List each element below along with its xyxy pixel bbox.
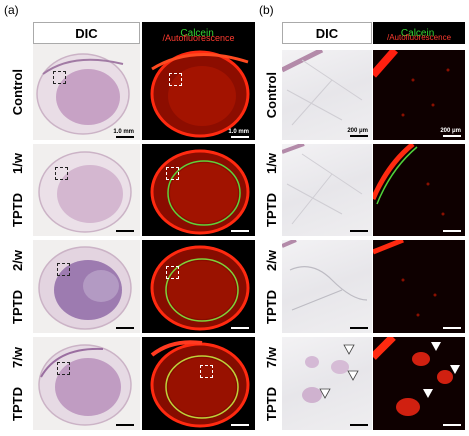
slash-label: / xyxy=(386,33,390,42)
autofluorescence-label: Autofluorescence xyxy=(164,33,235,43)
dic-zoom-1w xyxy=(282,144,372,236)
scale-bar xyxy=(443,135,461,137)
zoom-region-box xyxy=(200,365,213,378)
calcein-label: Calcein xyxy=(400,27,435,39)
row-dose-label: 7/w xyxy=(263,346,279,368)
row-group-label: TPTD xyxy=(9,386,25,421)
header-fluorescence-b: Calcein xyxy=(373,22,465,44)
dic-zoom-control: 200 μm xyxy=(282,50,372,140)
dic-image-2w xyxy=(33,240,140,333)
fluorescence-zoom-control: 200 μm xyxy=(373,50,465,140)
scale-bar xyxy=(116,424,134,426)
row-label-control-b: Control xyxy=(260,50,282,140)
scale-bar xyxy=(231,230,249,232)
row-label-2w-a: 2/w TPTD xyxy=(6,240,28,333)
fluorescence-image-2w xyxy=(142,240,255,333)
calcein-label: Calcein xyxy=(180,27,214,39)
zoom-region-box xyxy=(57,362,70,375)
dic-image-7w xyxy=(33,337,140,430)
scale-bar xyxy=(231,136,249,138)
panel-label-b: (b) xyxy=(259,3,274,17)
fluorescence-image-1w xyxy=(142,144,255,236)
fluorescence-zoom-2w xyxy=(373,240,465,333)
zoom-region-box xyxy=(166,266,179,279)
row-label-1w-b: 1/w TPTD xyxy=(260,144,282,236)
header-fluorescence-a: Calcein xyxy=(142,22,255,44)
scale-bar xyxy=(350,424,368,426)
row-group-label: TPTD xyxy=(9,192,25,227)
scale-bar xyxy=(350,230,368,232)
zoom-region-box xyxy=(57,263,70,276)
row-label-control-a: Control xyxy=(6,44,28,140)
row-dose-label: 7/w xyxy=(9,346,25,368)
scale-bar xyxy=(350,135,368,137)
zoom-region-box xyxy=(169,73,182,86)
row-group-label: TPTD xyxy=(263,289,279,324)
dic-zoom-2w xyxy=(282,240,372,333)
scale-bar xyxy=(116,230,134,232)
dic-zoom-7w xyxy=(282,337,372,430)
scale-bar xyxy=(443,230,461,232)
row-dose-label: 1/w xyxy=(263,153,279,175)
row-label-7w-b: 7/w TPTD xyxy=(260,337,282,430)
scale-bar-label: 1.0 mm xyxy=(113,129,134,135)
scale-bar xyxy=(231,424,249,426)
row-dose-label: 1/w xyxy=(9,153,25,175)
fluorescence-image-control: 1.0 mm xyxy=(142,44,255,140)
fluorescence-zoom-7w xyxy=(373,337,465,430)
scale-bar xyxy=(443,424,461,426)
scale-bar xyxy=(116,327,134,329)
scale-bar xyxy=(231,327,249,329)
slash-label: / xyxy=(162,33,165,43)
dic-image-1w xyxy=(33,144,140,236)
row-group-label: TPTD xyxy=(263,192,279,227)
row-group-label: Control xyxy=(263,71,279,119)
row-group-label: Control xyxy=(9,68,25,116)
fluorescence-zoom-1w xyxy=(373,144,465,236)
zoom-region-box xyxy=(53,71,66,84)
row-dose-label: 2/w xyxy=(263,249,279,271)
scale-bar-label: 1.0 mm xyxy=(228,129,249,135)
panel-label-a: (a) xyxy=(4,3,19,17)
row-group-label: TPTD xyxy=(263,386,279,421)
scale-bar xyxy=(116,136,134,138)
header-fluorescence-sub-a: /Autofluorescence xyxy=(142,33,255,43)
dic-image-control: 1.0 mm xyxy=(33,44,140,140)
scale-bar-label: 200 μm xyxy=(440,128,461,134)
row-dose-label: 2/w xyxy=(9,249,25,271)
scale-bar-label: 200 μm xyxy=(347,128,368,134)
scale-bar xyxy=(443,327,461,329)
row-label-7w-a: 7/w TPTD xyxy=(6,337,28,430)
fluorescence-image-7w xyxy=(142,337,255,430)
row-label-1w-a: 1/w TPTD xyxy=(6,144,28,236)
header-dic-a: DIC xyxy=(33,22,140,44)
row-group-label: TPTD xyxy=(9,289,25,324)
scale-bar xyxy=(350,327,368,329)
header-fluorescence-sub-b: /Autofluorescence xyxy=(373,33,465,43)
zoom-region-box xyxy=(55,167,68,180)
zoom-region-box xyxy=(166,167,179,180)
header-dic-b: DIC xyxy=(282,22,372,44)
autofluorescence-label: Autofluorescence xyxy=(389,33,452,42)
row-label-2w-b: 2/w TPTD xyxy=(260,240,282,333)
